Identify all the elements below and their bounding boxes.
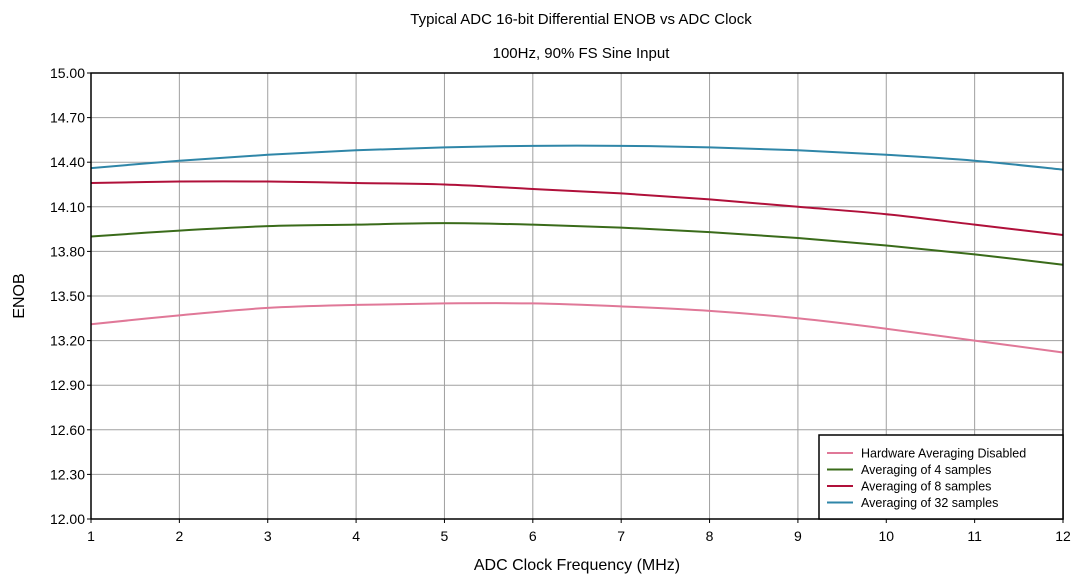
legend-entry: Averaging of 32 samples [861,496,998,510]
x-tick-label: 6 [529,528,537,544]
y-tick-label: 13.20 [50,333,85,349]
x-tick-label: 4 [352,528,360,544]
x-tick-label: 1 [87,528,95,544]
x-tick-label: 10 [878,528,894,544]
legend-box [818,434,1064,520]
y-tick-label: 13.80 [50,243,85,259]
legend-entry: Hardware Averaging Disabled [861,447,1026,461]
x-tick-label: 5 [441,528,449,544]
y-tick-label: 12.60 [50,422,85,438]
x-tick-label: 7 [617,528,625,544]
y-tick-label: 13.50 [50,288,85,304]
x-tick-label: 12 [1055,528,1071,544]
y-tick-label: 14.10 [50,199,85,215]
tick-labels: 1 2 3 4 5 6 7 8 9 10 11 1212.0012.3012.6012.9013.20… [50,65,1071,544]
y-tick-label: 12.30 [50,466,85,482]
series-lines [90,144,1064,354]
legend-entry: Averaging of 4 samples [861,463,991,477]
series-line-3 [90,180,1064,237]
chart-subtitle: 100Hz, 90% FS Sine Input [493,45,671,62]
y-axis-label: ENOB [11,273,28,318]
x-tick-label: 11 [967,528,982,544]
y-tick-label: 15.00 [50,65,85,81]
series-line-1 [90,302,1064,354]
x-tick-label: 2 [175,528,183,544]
series-line-2 [90,222,1064,266]
x-tick-label: 3 [264,528,272,544]
chart-title: Typical ADC 16-bit Differential ENOB vs … [410,11,752,28]
legend-entry: Averaging of 8 samples [861,480,991,494]
series-line-4 [90,144,1064,171]
y-tick-label: 14.40 [50,154,85,170]
y-tick-label: 12.90 [50,377,85,393]
y-tick-label: 14.70 [50,110,85,126]
x-tick-label: 9 [794,528,802,544]
x-axis-label: ADC Clock Frequency (MHz) [474,557,680,574]
grid [91,73,1063,519]
y-tick-label: 12.00 [50,511,85,527]
legend: Hardware Averaging Disabled Averaging of … [818,434,1064,520]
x-tick-label: 8 [706,528,714,544]
